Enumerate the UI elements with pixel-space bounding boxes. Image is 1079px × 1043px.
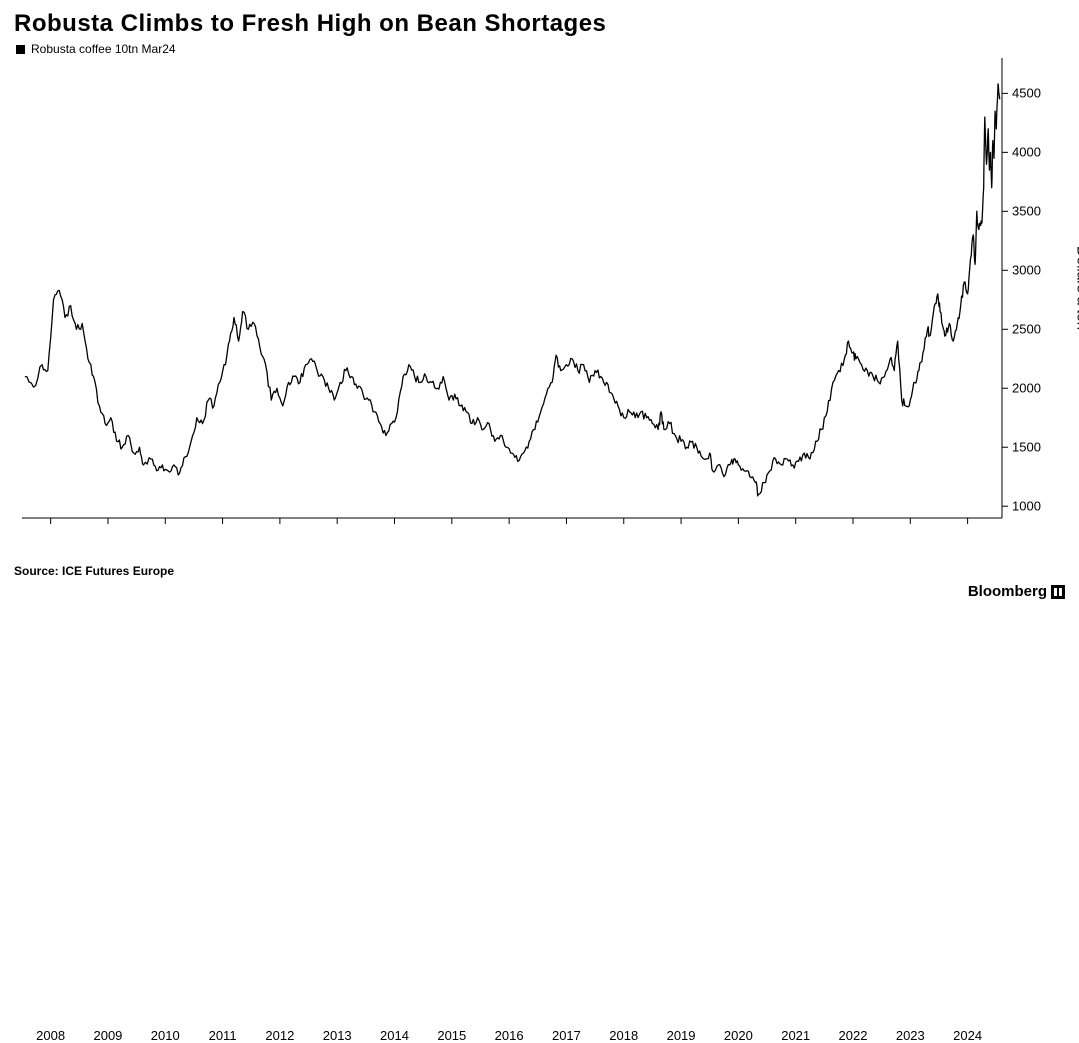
x-tick-label: 2023 bbox=[896, 1028, 925, 1043]
x-tick-label: 2016 bbox=[495, 1028, 524, 1043]
x-tick-label: 2019 bbox=[667, 1028, 696, 1043]
x-tick-label: 2017 bbox=[552, 1028, 581, 1043]
x-tick-label: 2015 bbox=[437, 1028, 466, 1043]
x-tick-label: 2013 bbox=[323, 1028, 352, 1043]
y-tick-label: 4000 bbox=[1012, 145, 1041, 160]
y-tick-label: 1500 bbox=[1012, 440, 1041, 455]
chart-svg bbox=[14, 58, 1064, 558]
y-tick-label: 3000 bbox=[1012, 263, 1041, 278]
y-tick-label: 1000 bbox=[1012, 499, 1041, 514]
x-tick-label: 2014 bbox=[380, 1028, 409, 1043]
brand-logo: Bloomberg bbox=[968, 583, 1065, 600]
y-tick-label: 3500 bbox=[1012, 204, 1041, 219]
legend-swatch bbox=[16, 45, 25, 54]
x-tick-label: 2020 bbox=[724, 1028, 753, 1043]
legend-label: Robusta coffee 10tn Mar24 bbox=[31, 42, 176, 56]
y-tick-label: 4500 bbox=[1012, 86, 1041, 101]
x-tick-label: 2008 bbox=[36, 1028, 65, 1043]
x-tick-label: 2011 bbox=[209, 1028, 237, 1043]
legend: Robusta coffee 10tn Mar24 bbox=[16, 42, 1065, 56]
brand-icon bbox=[1051, 585, 1065, 599]
y-tick-label: 2500 bbox=[1012, 322, 1041, 337]
x-tick-label: 2024 bbox=[953, 1028, 982, 1043]
chart-title: Robusta Climbs to Fresh High on Bean Sho… bbox=[14, 10, 1065, 38]
x-tick-label: 2018 bbox=[609, 1028, 638, 1043]
x-tick-label: 2022 bbox=[839, 1028, 868, 1043]
x-tick-label: 2009 bbox=[93, 1028, 122, 1043]
brand-text: Bloomberg bbox=[968, 583, 1047, 600]
y-axis-title: Dollars a ton bbox=[1074, 246, 1079, 330]
x-tick-label: 2021 bbox=[781, 1028, 810, 1043]
chart-plot: 10001500200025003000350040004500 2008200… bbox=[14, 58, 1064, 558]
x-tick-label: 2010 bbox=[151, 1028, 180, 1043]
chart-page: Robusta Climbs to Fresh High on Bean Sho… bbox=[0, 0, 1079, 606]
y-tick-label: 2000 bbox=[1012, 381, 1041, 396]
source-label: Source: ICE Futures Europe bbox=[14, 564, 1065, 578]
x-tick-label: 2012 bbox=[265, 1028, 294, 1043]
